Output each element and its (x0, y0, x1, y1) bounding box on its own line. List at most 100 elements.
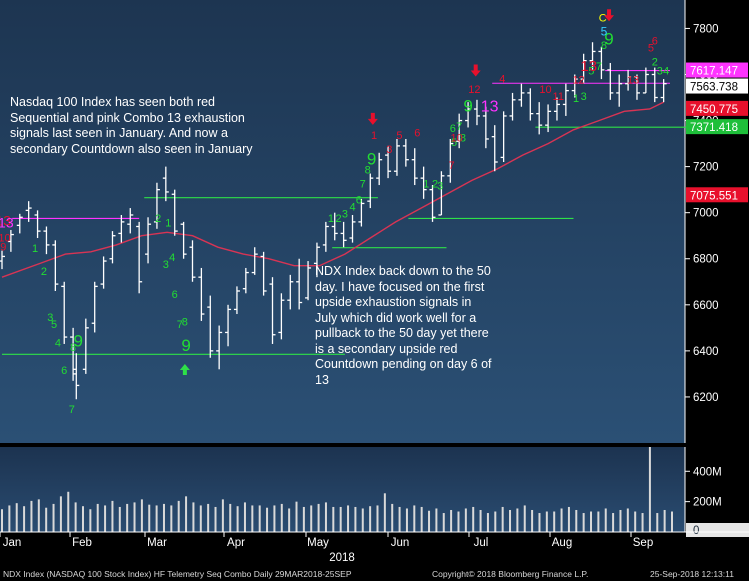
ohlc-bar (269, 277, 276, 344)
ohlc-bar (43, 226, 50, 255)
volume-bar (81, 506, 84, 532)
ohlc-bar (82, 318, 89, 374)
moving-average (1, 101, 665, 278)
volume-bar (8, 505, 11, 532)
price-tag-label: 7371.418 (690, 122, 738, 134)
volume-bar (310, 505, 313, 532)
ohlc-bar (438, 171, 445, 216)
ohlc-bar (322, 221, 329, 252)
volume-bar (391, 503, 394, 532)
x-axis: Jan Feb Mar Apr May Jun Jul Aug Sep 2018 (0, 531, 749, 564)
volume-bar (1, 509, 3, 532)
price-tag-label: 7075.551 (690, 190, 738, 202)
ohlc-bar (52, 240, 59, 291)
setup-label: 7 (360, 178, 366, 190)
y-tick-label: 6600 (693, 300, 719, 312)
setup-label: 13 (0, 215, 14, 231)
volume-bar (23, 506, 26, 532)
y-tick-label: 6200 (693, 392, 719, 404)
volume-bar (185, 496, 188, 532)
setup-label: 13 (627, 75, 639, 87)
volume-bar (273, 505, 276, 532)
ohlc-bar (207, 295, 214, 358)
volume-bar (619, 509, 622, 532)
setup-label: 10 (539, 84, 551, 96)
volume-bar (30, 500, 33, 532)
volume-bar (472, 506, 475, 532)
x-year-label: 2018 (329, 552, 355, 564)
ohlc-bar (0, 250, 5, 270)
ohlc-bar (171, 189, 178, 236)
setup-label: 4 (55, 337, 61, 349)
x-tick-label: Apr (227, 537, 245, 549)
price-tag (686, 119, 748, 135)
volume-bar (398, 506, 401, 532)
volume-bar (133, 502, 136, 532)
volume-axis: 0 200M 400M (684, 447, 749, 537)
ohlc-bar (118, 214, 125, 243)
volume-bar (74, 502, 77, 532)
setup-label: 5 (648, 42, 654, 54)
setup-label: 4 (349, 201, 355, 213)
setup-label: C (599, 13, 607, 25)
ohlc-bar (518, 83, 525, 107)
volume-bar (383, 493, 386, 532)
volume-bar (221, 499, 224, 532)
setup-label: 3 (581, 91, 587, 103)
volume-bar (545, 511, 548, 532)
volume-bar (626, 508, 629, 532)
volume-bar (118, 506, 121, 532)
volume-bar (67, 491, 70, 532)
ohlc-bar (616, 74, 623, 107)
down-arrow-icon (367, 112, 378, 125)
volume-bar (479, 509, 482, 532)
volume-bar (243, 502, 246, 532)
volume-bar (597, 511, 600, 532)
setup-label: 2 (652, 56, 658, 68)
down-arrow-icon (470, 64, 481, 77)
setup-label: 1 (371, 130, 377, 142)
setup-label: 5 (601, 24, 608, 38)
setup-label: 10 (451, 132, 463, 144)
volume-bar (332, 506, 335, 532)
ohlc-bar (429, 185, 436, 222)
setup-label: 6 (450, 123, 456, 135)
ohlc-bar (73, 353, 80, 400)
ohlc-bar (598, 46, 605, 80)
price-tag (686, 100, 748, 116)
ohlc-bar (660, 79, 667, 103)
volume-bar (339, 506, 342, 532)
setup-label: 8 (70, 342, 76, 354)
volume-bar (37, 499, 40, 532)
ohlc-bar (607, 62, 614, 100)
volume-bar (376, 505, 379, 532)
setup-label: 2 (335, 213, 341, 225)
ohlc-bar (589, 42, 596, 70)
setup-label: 10 (0, 232, 11, 244)
ohlc-bar (136, 221, 143, 294)
setup-label: 1 (165, 218, 171, 230)
volume-bar (126, 503, 129, 532)
volume-bar (295, 501, 298, 532)
volume-bar (199, 505, 202, 532)
setup-label: 5 (396, 130, 402, 142)
setup-label: 8 (182, 317, 188, 329)
ohlc-bar (331, 212, 338, 241)
setup-label: 6 (356, 194, 362, 206)
annotation-middle: NDX Index back down to the 50 day. I hav… (315, 264, 492, 387)
ohlc-bar (233, 286, 240, 315)
volume-bar (501, 506, 504, 532)
ohlc-bar (633, 74, 640, 100)
setup-label: 5 (51, 319, 57, 331)
footer-right: 25-Sep-2018 12:13:11 (650, 569, 734, 579)
x-tick-label: Feb (72, 537, 92, 549)
level-lines (2, 70, 714, 355)
setup-label: 9 (604, 30, 613, 49)
ohlc-bar (225, 304, 232, 347)
volume-bar (96, 503, 99, 532)
volume-panel (0, 447, 685, 532)
price-tag-label: 7563.738 (690, 82, 738, 94)
volume-bar (428, 510, 431, 532)
